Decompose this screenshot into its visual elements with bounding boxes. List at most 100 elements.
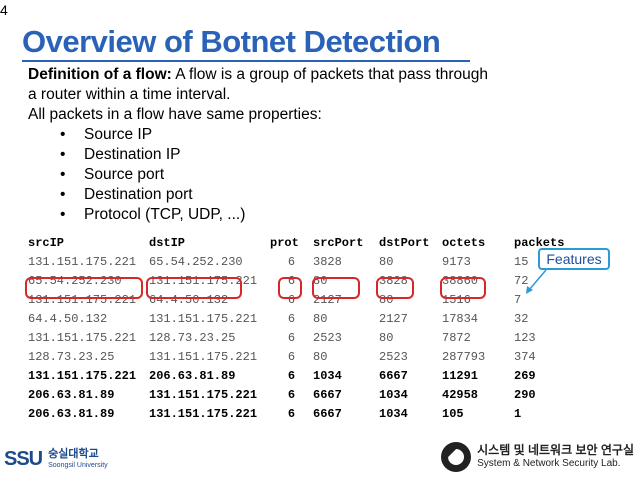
cell-dstport: 6667 (379, 368, 408, 383)
highlight-dstport (376, 277, 414, 299)
cell-srcip: 64.4.50.132 (28, 311, 108, 326)
cell-prot: 6 (287, 311, 296, 326)
cell-packets: 72 (514, 273, 529, 288)
cell-srcport: 6667 (313, 387, 342, 402)
cell-packets: 1 (514, 406, 522, 421)
cell-packets: 15 (514, 254, 529, 269)
cell-prot: 6 (287, 292, 296, 307)
cell-srcip: 131.151.175.221 (28, 330, 137, 345)
definition-line-3: All packets in a flow have same properti… (28, 106, 322, 123)
slide-title: Overview of Botnet Detection (22, 24, 441, 59)
university-logo: SSU 숭실대학교 Soongsil University (4, 448, 108, 471)
cell-packets: 374 (514, 349, 536, 364)
flow-definition: Definition of a flow: A flow is a group … (28, 65, 628, 225)
definition-line-2: a router within a time interval. (28, 86, 231, 103)
lab-logo-icon (441, 442, 472, 472)
cell-dstport: 2523 (379, 349, 408, 364)
lab-logo: 시스템 및 네트워크 보안 연구실 System & Network Secur… (441, 442, 634, 472)
cell-dstip: 206.63.81.89 (149, 368, 236, 383)
table-row: 131.151.175.221 64.4.50.132 6 2127 80 1516 7 (28, 290, 574, 309)
university-name-ko: 숭실대학교 (48, 447, 99, 460)
table-row: 131.151.175.221 206.63.81.89 6 1034 6667 1129… (28, 366, 574, 385)
cell-srcport: 2127 (313, 292, 342, 307)
cell-packets: 290 (514, 387, 536, 402)
cell-srcip: 131.151.175.221 (28, 368, 137, 383)
cell-packets: 7 (514, 292, 522, 307)
highlight-srcip (25, 277, 143, 299)
definition-line-1: Definition of a flow: A flow is a group … (28, 65, 628, 85)
definition-term: Definition of a flow: (28, 66, 172, 83)
cell-prot: 6 (287, 254, 296, 269)
table-row: 131.151.175.221 65.54.252.230 6 3828 80 9173 1… (28, 252, 574, 271)
cell-packets: 123 (514, 330, 536, 345)
lab-name-en: System & Network Security Lab. (477, 458, 621, 469)
cell-srcport: 80 (313, 311, 328, 326)
highlight-octets (440, 277, 486, 299)
header-srcport: srcPort (313, 235, 364, 250)
header-srcip: srcIP (28, 235, 65, 250)
cell-prot: 6 (287, 406, 296, 421)
university-name-en: Soongsil University (48, 461, 108, 469)
cell-srcport: 6667 (313, 406, 342, 421)
cell-prot: 6 (287, 330, 296, 345)
page-number: 4 (0, 2, 8, 18)
property-item: Source IP (60, 125, 628, 145)
property-list: Source IP Destination IP Source port Des… (28, 125, 628, 225)
cell-srcip: 206.63.81.89 (28, 406, 115, 421)
cell-octets: 17834 (442, 311, 479, 326)
cell-dstport: 2127 (379, 311, 408, 326)
table-row: 206.63.81.89 131.151.175.221 6 6667 1034 105 1 (28, 404, 574, 423)
title-underline (22, 60, 470, 62)
cell-dstport: 80 (379, 292, 394, 307)
cell-srcip: 128.73.23.25 (28, 349, 115, 364)
cell-dstport: 80 (379, 330, 394, 345)
cell-octets: 42958 (442, 387, 479, 402)
cell-srcport: 2523 (313, 330, 342, 345)
cell-prot: 6 (287, 387, 296, 402)
cell-srcport: 3828 (313, 254, 342, 269)
header-prot: prot (270, 235, 299, 250)
cell-srcip: 206.63.81.89 (28, 387, 115, 402)
flow-table: srcIP dstIP prot srcPort dstPort octets … (28, 233, 574, 423)
property-item: Source port (60, 165, 628, 185)
cell-octets: 11291 (442, 368, 479, 383)
table-header-row: srcIP dstIP prot srcPort dstPort octets … (28, 233, 574, 252)
cell-dstip: 128.73.23.25 (149, 330, 236, 345)
cell-octets: 287793 (442, 349, 486, 364)
cell-dstport: 1034 (379, 406, 408, 421)
university-mark: SSU (4, 448, 43, 470)
cell-srcport: 1034 (313, 368, 342, 383)
cell-octets: 9173 (442, 254, 471, 269)
header-octets: octets (442, 235, 486, 250)
university-name: 숭실대학교 Soongsil University (48, 447, 108, 471)
table-row: 206.63.81.89 131.151.175.221 6 6667 1034 4295… (28, 385, 574, 404)
table-row: 64.4.50.132 131.151.175.221 6 80 2127 17834 32 (28, 309, 574, 328)
property-item: Destination port (60, 185, 628, 205)
cell-packets: 269 (514, 368, 536, 383)
header-dstip: dstIP (149, 235, 186, 250)
features-callout: Features (538, 248, 610, 270)
cell-dstip: 131.151.175.221 (149, 406, 258, 421)
cell-srcip: 131.151.175.221 (28, 254, 137, 269)
property-item: Protocol (TCP, UDP, ...) (60, 205, 628, 225)
definition-text: A flow is a group of packets that pass t… (171, 66, 489, 83)
cell-prot: 6 (287, 368, 296, 383)
cell-dstport: 80 (379, 254, 394, 269)
header-packets: packets (514, 235, 565, 250)
cell-packets: 32 (514, 311, 529, 326)
table-row: 128.73.23.25 131.151.175.221 6 80 2523 287793… (28, 347, 574, 366)
lab-name: 시스템 및 네트워크 보안 연구실 System & Network Secur… (477, 443, 634, 471)
cell-dstip: 65.54.252.230 (149, 254, 243, 269)
cell-dstport: 1034 (379, 387, 408, 402)
header-dstport: dstPort (379, 235, 430, 250)
cell-srcport: 80 (313, 349, 328, 364)
cell-prot: 6 (287, 349, 296, 364)
cell-dstip: 131.151.175.221 (149, 387, 258, 402)
cell-octets: 105 (442, 406, 464, 421)
cell-srcip: 131.151.175.221 (28, 292, 137, 307)
property-item: Destination IP (60, 145, 628, 165)
highlight-dstip (146, 277, 242, 299)
cell-octets: 1516 (442, 292, 471, 307)
cell-dstip: 131.151.175.221 (149, 349, 258, 364)
highlight-srcport (312, 277, 360, 299)
